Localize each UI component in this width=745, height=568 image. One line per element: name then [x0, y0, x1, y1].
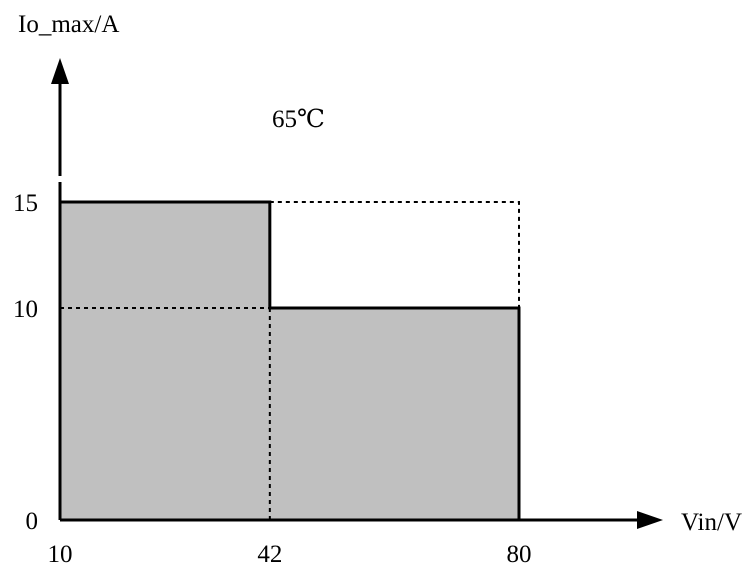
x-tick-label-10: 10: [48, 541, 73, 568]
step-region-2: [269, 308, 519, 520]
temperature-annotation: 65℃: [272, 106, 325, 133]
y-tick-label-10: 10: [13, 296, 38, 323]
y-tick-label-15: 15: [13, 190, 38, 217]
y-axis-gap: [56, 176, 64, 182]
y-axis-label: Io_max/A: [18, 11, 119, 38]
step-region-1: [60, 202, 270, 520]
x-axis-label: Vin/V: [681, 509, 742, 536]
x-tick-label-80: 80: [507, 541, 532, 568]
y-axis-arrow: [51, 58, 69, 84]
y-tick-label-0: 0: [26, 508, 39, 535]
step-outline: [60, 200, 521, 520]
dashed-max-outline: [269, 201, 520, 308]
x-axis-arrow: [637, 511, 663, 529]
x-tick-label-42: 42: [257, 541, 282, 568]
